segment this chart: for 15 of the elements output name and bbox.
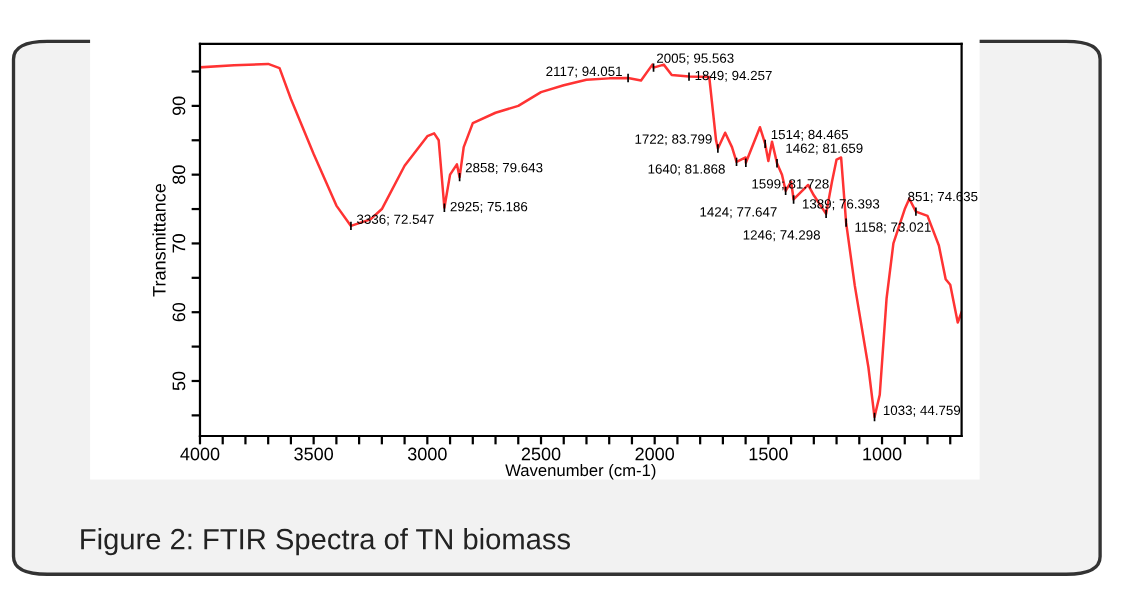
y-tick-label: 70 <box>172 234 186 253</box>
x-tick-label: 1500 <box>749 447 788 461</box>
y-tick-label: 60 <box>172 302 186 322</box>
y-tick-label: 90 <box>172 96 186 116</box>
y-tick-label: 50 <box>172 371 186 391</box>
x-tick-label: 4000 <box>180 447 220 461</box>
x-tick-label: 3000 <box>407 447 447 461</box>
y-tick-label: 80 <box>172 165 186 184</box>
x-tick-label: 3500 <box>294 447 334 461</box>
x-tick-label: 2000 <box>635 447 675 461</box>
x-axis-title: Wavenumber (cm-1) <box>505 463 656 480</box>
x-tick-label: 1000 <box>863 447 902 461</box>
x-tick-label: 2500 <box>521 447 561 461</box>
y-axis-title: Transmittance <box>152 183 166 297</box>
caption: Figure 2: FTIR Spectra of TN biomass <box>81 528 570 556</box>
